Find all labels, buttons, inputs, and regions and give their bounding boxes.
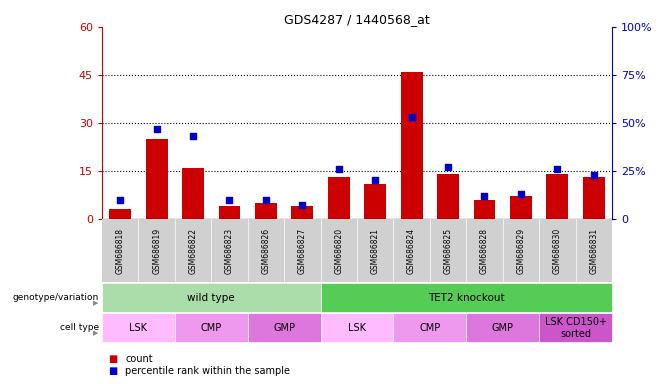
Point [188, 133, 198, 139]
Text: count: count [125, 354, 153, 364]
Text: GMP: GMP [273, 323, 295, 333]
Text: GSM686820: GSM686820 [334, 227, 343, 274]
Text: GSM686829: GSM686829 [517, 227, 525, 274]
Point [370, 177, 380, 184]
Point [334, 166, 344, 172]
Text: ■: ■ [109, 366, 118, 376]
Text: GSM686828: GSM686828 [480, 228, 489, 273]
Point [552, 166, 563, 172]
Bar [365, 184, 386, 219]
Text: GMP: GMP [492, 323, 514, 333]
Bar [437, 174, 459, 219]
Text: GSM686825: GSM686825 [443, 227, 453, 274]
Bar [401, 72, 422, 219]
Text: GSM686831: GSM686831 [589, 227, 598, 274]
Bar [109, 209, 131, 219]
Text: GSM686827: GSM686827 [298, 227, 307, 274]
Text: cell type: cell type [60, 323, 99, 332]
Point [479, 193, 490, 199]
Text: GSM686830: GSM686830 [553, 227, 562, 274]
Text: TET2 knockout: TET2 knockout [428, 293, 505, 303]
Text: GSM686823: GSM686823 [225, 227, 234, 274]
Text: CMP: CMP [419, 323, 440, 333]
Text: ▶: ▶ [93, 300, 99, 306]
Point [588, 172, 599, 178]
Bar [328, 177, 349, 219]
Bar [218, 206, 240, 219]
Text: LSK: LSK [130, 323, 147, 333]
Point [297, 202, 307, 209]
Text: CMP: CMP [201, 323, 222, 333]
Text: LSK CD150+
sorted: LSK CD150+ sorted [545, 317, 607, 339]
Point [443, 164, 453, 170]
Bar [510, 197, 532, 219]
Text: genotype/variation: genotype/variation [13, 293, 99, 302]
Bar [182, 168, 204, 219]
Point [224, 197, 235, 203]
Point [516, 191, 526, 197]
Text: GSM686819: GSM686819 [152, 227, 161, 274]
Bar [474, 200, 495, 219]
Text: ▶: ▶ [93, 329, 99, 336]
Text: GSM686822: GSM686822 [189, 228, 197, 273]
Text: ■: ■ [109, 354, 118, 364]
Text: LSK: LSK [348, 323, 366, 333]
Bar [145, 139, 168, 219]
Bar [291, 206, 313, 219]
Text: GSM686824: GSM686824 [407, 227, 416, 274]
Text: percentile rank within the sample: percentile rank within the sample [125, 366, 290, 376]
Title: GDS4287 / 1440568_at: GDS4287 / 1440568_at [284, 13, 430, 26]
Point [151, 126, 162, 132]
Text: GSM686818: GSM686818 [116, 228, 125, 273]
Bar [583, 177, 605, 219]
Text: GSM686826: GSM686826 [261, 227, 270, 274]
Point [407, 114, 417, 120]
Text: wild type: wild type [188, 293, 235, 303]
Text: GSM686821: GSM686821 [370, 228, 380, 273]
Point [261, 197, 271, 203]
Bar [255, 203, 277, 219]
Bar [546, 174, 569, 219]
Point [115, 197, 126, 203]
